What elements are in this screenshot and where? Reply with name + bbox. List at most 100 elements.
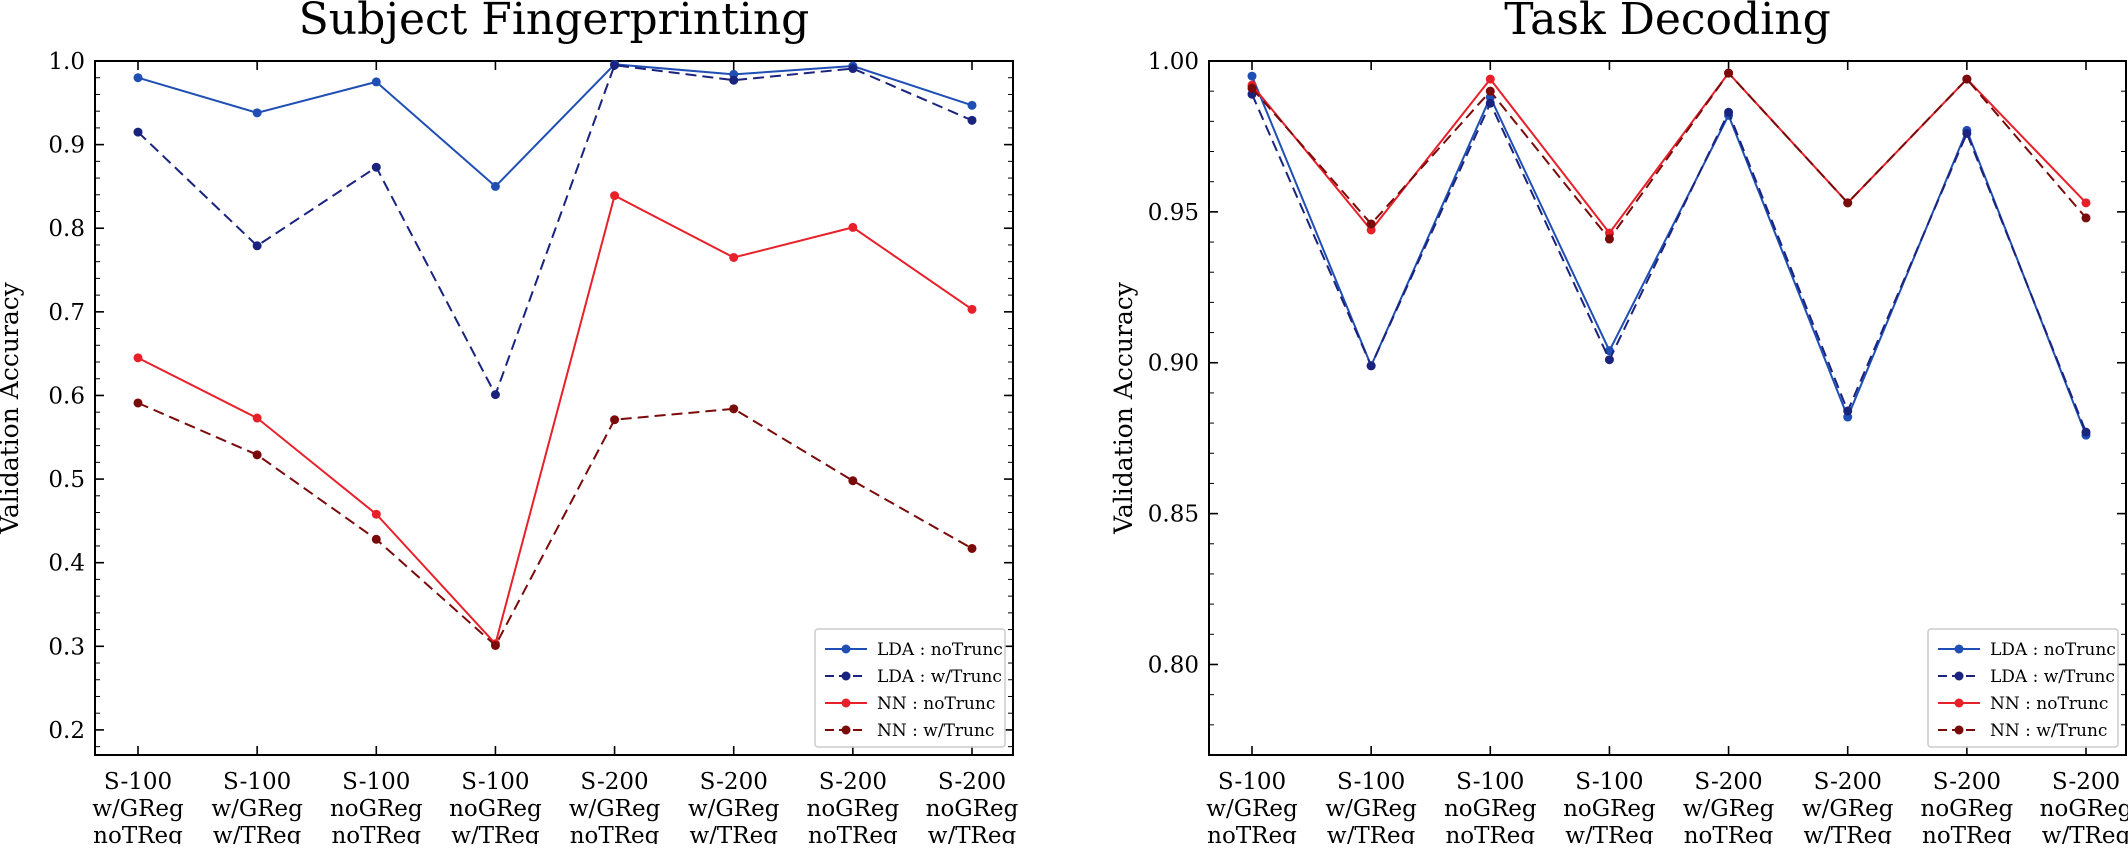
td-xtick-label: S-100 — [1337, 769, 1405, 795]
fp-ytick-label: 0.4 — [48, 551, 85, 577]
fp-series-point-1 — [729, 75, 739, 85]
fp-xtick-label: w/TReg — [689, 823, 778, 844]
td-series-point-2 — [2081, 198, 2091, 208]
fp-series-point-0 — [133, 73, 143, 83]
td-xtick-label: noTReg — [1922, 823, 2012, 844]
fp-series-point-2 — [729, 252, 739, 262]
fp-series-point-3 — [848, 476, 858, 486]
fp-legend-label: NN : w/Trunc — [877, 721, 994, 741]
fp-xtick-label: noTReg — [808, 823, 898, 844]
td-series-point-1 — [1366, 361, 1376, 371]
td-legend-box — [1927, 628, 2119, 748]
fp-ylabel: Validation Accuracy — [0, 281, 24, 535]
td-series-point-1 — [1843, 406, 1853, 416]
td-ytick-label: 0.90 — [1148, 351, 1199, 377]
td-series-line-0 — [1251, 75, 2087, 436]
fp-xtick-label: w/TReg — [451, 823, 540, 844]
fp-xtick-label: noTReg — [331, 823, 421, 844]
fp-legend: LDA : noTrunc LDA : w/Trunc NN : noTrunc NN… — [814, 628, 1006, 748]
fp-series-point-1 — [133, 127, 143, 137]
fp-ytick-label: 0.3 — [48, 634, 85, 660]
fp-series-point-3 — [371, 534, 381, 544]
td-legend-swatch-point — [1954, 725, 1964, 735]
td-series-point-1 — [2081, 427, 2091, 437]
td-xtick-label: S-200 — [1933, 769, 2001, 795]
fp-series-line-1 — [137, 64, 973, 398]
td-series-point-3 — [1962, 74, 1972, 84]
td-xtick-label: w/TReg — [1327, 823, 1416, 844]
fp-series-point-1 — [848, 64, 858, 74]
fp-ytick-label: 0.2 — [48, 718, 85, 744]
fp-xtick-label: noGReg — [926, 796, 1019, 822]
td-xtick-label: noTReg — [1207, 823, 1297, 844]
td-series-point-3 — [1247, 83, 1257, 93]
td-xtick-label: w/GReg — [1325, 796, 1417, 822]
fp-legend-swatch-point — [841, 644, 851, 654]
fp-legend-box — [814, 628, 1006, 748]
td-xtick-label: w/TReg — [2042, 823, 2128, 844]
fp-series-line-3 — [137, 402, 973, 648]
td-ytick-label: 0.95 — [1148, 200, 1199, 226]
fp-series-point-3 — [967, 543, 977, 553]
fp-xtick-label: noTReg — [93, 823, 183, 844]
fp-series-point-0 — [252, 108, 262, 118]
fp-series-point-0 — [967, 100, 977, 110]
td-xtick-label: S-200 — [1694, 769, 1762, 795]
td-legend: LDA : noTrunc LDA : w/Trunc NN : noTrunc NN… — [1927, 628, 2119, 748]
fp-series-point-1 — [610, 60, 620, 70]
fp-xtick-label: noGReg — [449, 796, 542, 822]
td-xtick-label: noGReg — [1921, 796, 2014, 822]
fp-legend-swatch-point — [841, 725, 851, 735]
fp-series-line-2 — [137, 194, 973, 646]
fp-panel: Subject Fingerprinting 0.2 0.3 0.4 0.5 0.6 0.7… — [0, 0, 1019, 849]
fp-xtick-label: S-100 — [342, 769, 410, 795]
td-series-point-3 — [1843, 198, 1853, 208]
td-xtick-label: noGReg — [1444, 796, 1537, 822]
fp-series-point-0 — [490, 181, 500, 191]
fp-series-point-1 — [490, 390, 500, 400]
td-legend-label: LDA : w/Trunc — [1990, 667, 2115, 687]
fp-xtick-label: S-200 — [580, 769, 648, 795]
fp-xtick-label: w/GReg — [688, 796, 780, 822]
td-panel: Task Decoding0.800.850.900.951.00S-100w/… — [1109, 0, 2128, 849]
td-series-point-3 — [1604, 234, 1614, 244]
fp-ytick-label: 0.6 — [48, 383, 85, 409]
fp-legend-swatch-point — [841, 698, 851, 708]
fp-xtick-label: w/GReg — [92, 796, 184, 822]
fp-xtick-label: noGReg — [330, 796, 423, 822]
td-title: Task Decoding — [1504, 0, 1831, 45]
fp-xtick-label: S-200 — [938, 769, 1006, 795]
td-series-point-1 — [1604, 355, 1614, 365]
td-series-point-1 — [1962, 128, 1972, 138]
fp-series-point-3 — [729, 404, 739, 414]
fp-series-point-1 — [371, 162, 381, 172]
fp-legend-swatch-point — [841, 671, 851, 681]
fp-legend-label: LDA : noTrunc — [877, 640, 1003, 660]
fp-title: Subject Fingerprinting — [299, 0, 810, 45]
td-legend-label: NN : noTrunc — [1990, 694, 2108, 714]
fp-xtick-label: w/TReg — [928, 823, 1017, 844]
fp-series-point-2 — [371, 509, 381, 519]
td-series-point-0 — [1247, 71, 1257, 81]
td-ytick-label: 0.85 — [1148, 502, 1199, 528]
fp-series-point-1 — [252, 241, 262, 251]
fp-legend-label: NN : noTrunc — [877, 694, 995, 714]
td-xtick-label: w/TReg — [1803, 823, 1892, 844]
td-xtick-label: w/TReg — [1565, 823, 1654, 844]
td-xtick-label: S-100 — [1575, 769, 1643, 795]
td-series-point-3 — [1724, 68, 1734, 78]
fp-xtick-label: w/TReg — [213, 823, 302, 844]
td-xtick-label: S-200 — [2052, 769, 2120, 795]
td-xtick-label: noGReg — [1563, 796, 1656, 822]
td-xtick-label: w/GReg — [1802, 796, 1894, 822]
fp-series-point-2 — [610, 191, 620, 201]
fp-series-point-2 — [967, 304, 977, 314]
td-series-line-3 — [1251, 71, 2087, 241]
fp-plot-frame — [94, 60, 1014, 756]
fp-ytick-label: 0.7 — [48, 300, 85, 326]
td-xtick-label: S-100 — [1218, 769, 1286, 795]
td-legend-swatch-point — [1954, 698, 1964, 708]
fp-xtick-label: noGReg — [807, 796, 900, 822]
td-xtick-label: noTReg — [1445, 823, 1535, 844]
